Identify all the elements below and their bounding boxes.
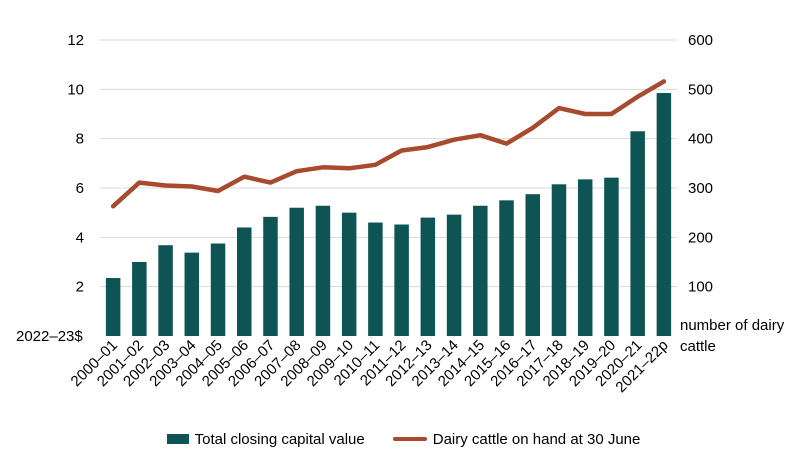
right-axis-label-line1: number of dairy	[680, 317, 785, 334]
bar	[551, 184, 567, 336]
bar	[132, 262, 147, 336]
bar	[473, 205, 488, 336]
bar	[158, 245, 173, 336]
bar	[446, 214, 462, 336]
bar	[630, 131, 645, 336]
bar	[604, 177, 619, 336]
line-series	[110, 79, 667, 209]
right-axis-label-line2: cattle	[680, 338, 716, 355]
legend-label-line: Dairy cattle on hand at 30 June	[432, 430, 641, 448]
left-tick-label: 12	[67, 32, 84, 49]
right-tick-label: 500	[688, 81, 713, 98]
right-axis-ticks: 100 200 300 400 500 600	[688, 32, 713, 296]
right-tick-label: 400	[688, 131, 713, 148]
legend-item-line: Dairy cattle on hand at 30 June	[392, 430, 641, 448]
bar	[263, 216, 278, 336]
left-axis-ticks: 2 4 6 8 10 12	[67, 32, 84, 296]
bar	[105, 278, 121, 336]
left-tick-label: 2	[76, 279, 84, 296]
series-line	[110, 79, 667, 209]
legend-swatch-bar	[166, 434, 189, 444]
bar	[656, 93, 672, 337]
bar	[289, 207, 304, 336]
bar	[368, 222, 383, 336]
left-tick-label: 10	[67, 81, 84, 98]
right-tick-label: 300	[688, 180, 713, 197]
bar	[237, 227, 252, 336]
bar	[577, 179, 593, 336]
legend-label-bar: Total closing capital value	[194, 430, 365, 448]
legend-item-bar: Total closing capital value	[166, 430, 365, 448]
right-tick-label: 600	[688, 32, 713, 49]
bar	[315, 205, 331, 336]
bar	[420, 217, 436, 336]
bar	[210, 243, 226, 336]
left-axis-label: 2022–23$	[16, 328, 83, 345]
left-tick-label: 8	[76, 131, 84, 148]
bar	[394, 224, 409, 336]
bar-series	[105, 93, 672, 337]
right-tick-label: 100	[688, 279, 713, 296]
bar	[341, 212, 357, 336]
left-tick-label: 4	[76, 229, 84, 246]
bar	[184, 252, 200, 336]
legend-swatch-line	[392, 437, 427, 441]
legend: Total closing capital value Dairy cattle…	[0, 428, 807, 450]
bar	[525, 194, 540, 336]
bar	[499, 200, 514, 336]
left-tick-label: 6	[76, 180, 84, 197]
x-axis-ticks: 2000–012001–022002–032003–042004–052005–…	[68, 337, 672, 396]
right-tick-label: 200	[688, 229, 713, 246]
